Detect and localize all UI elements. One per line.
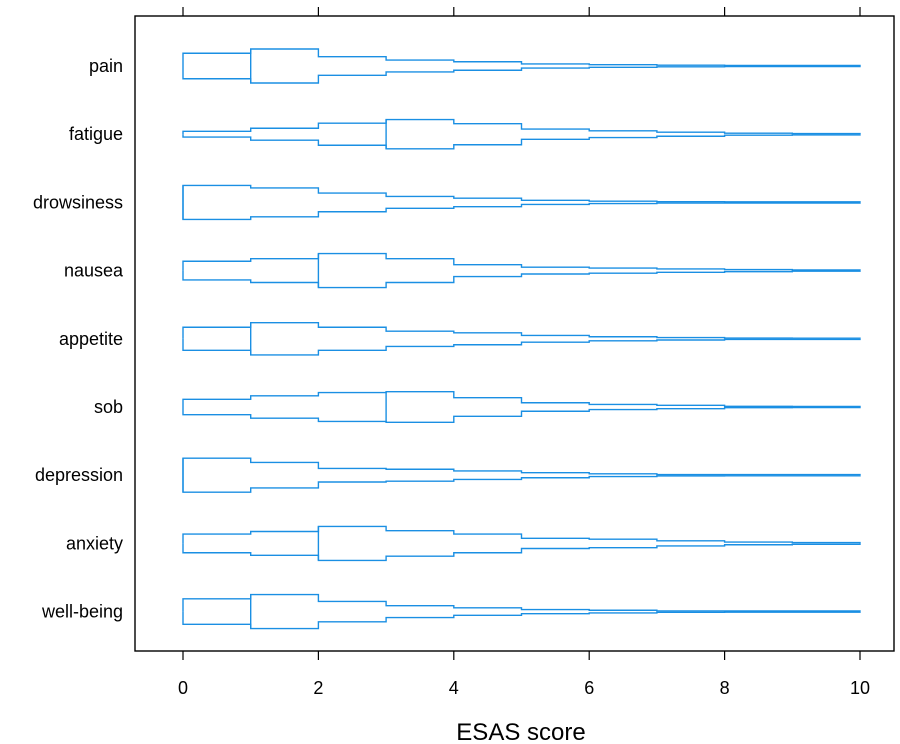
density-outline-upper xyxy=(182,118,861,135)
category-label: fatigue xyxy=(69,124,123,144)
density-outline-lower xyxy=(182,270,861,289)
density-outline-upper xyxy=(182,48,861,67)
density-shape xyxy=(182,48,861,84)
density-outline-upper xyxy=(182,457,861,476)
category-label: well-being xyxy=(41,602,123,622)
density-outline-lower xyxy=(182,202,861,221)
x-axis-title: ESAS score xyxy=(456,719,585,744)
category-label: anxiety xyxy=(66,533,123,553)
density-outline-lower xyxy=(182,65,861,84)
x-tick-label: 4 xyxy=(449,678,459,698)
density-shape xyxy=(182,457,861,493)
density-outline-lower xyxy=(182,543,861,562)
density-shape xyxy=(182,118,861,150)
density-shape xyxy=(182,593,861,630)
density-outline-lower xyxy=(182,475,861,493)
density-outline-upper xyxy=(182,593,861,612)
density-shape xyxy=(182,391,861,423)
density-outline-upper xyxy=(182,525,861,544)
density-shape xyxy=(182,184,861,221)
category-label: appetite xyxy=(59,329,123,349)
density-outline-upper xyxy=(182,252,861,271)
x-tick-label: 8 xyxy=(720,678,730,698)
plot-frame xyxy=(134,15,895,652)
category-label: drowsiness xyxy=(33,192,123,212)
bottom-ticks xyxy=(182,651,861,660)
density-outline-lower xyxy=(182,406,861,423)
x-tick-label: 6 xyxy=(584,678,594,698)
density-shapes xyxy=(182,48,861,630)
category-labels: pain fatigue drowsiness nausea appetite sob de… xyxy=(33,56,124,622)
density-shape xyxy=(182,252,861,289)
x-tick-labels: 0 2 4 6 8 10 xyxy=(178,678,870,698)
density-outline-upper xyxy=(182,391,861,408)
density-shape xyxy=(182,321,861,356)
density-outline-lower xyxy=(182,134,861,150)
density-outline-lower xyxy=(182,611,861,630)
density-outline-lower xyxy=(182,338,861,356)
category-label: nausea xyxy=(64,261,124,281)
top-ticks xyxy=(182,7,861,16)
density-outline-upper xyxy=(182,184,861,203)
density-outline-upper xyxy=(182,321,861,339)
x-tick-label: 10 xyxy=(850,678,870,698)
x-tick-label: 2 xyxy=(313,678,323,698)
density-shape xyxy=(182,525,861,562)
category-label: sob xyxy=(94,397,123,417)
category-label: depression xyxy=(35,465,123,485)
category-label: pain xyxy=(89,56,123,76)
x-tick-label: 0 xyxy=(178,678,188,698)
